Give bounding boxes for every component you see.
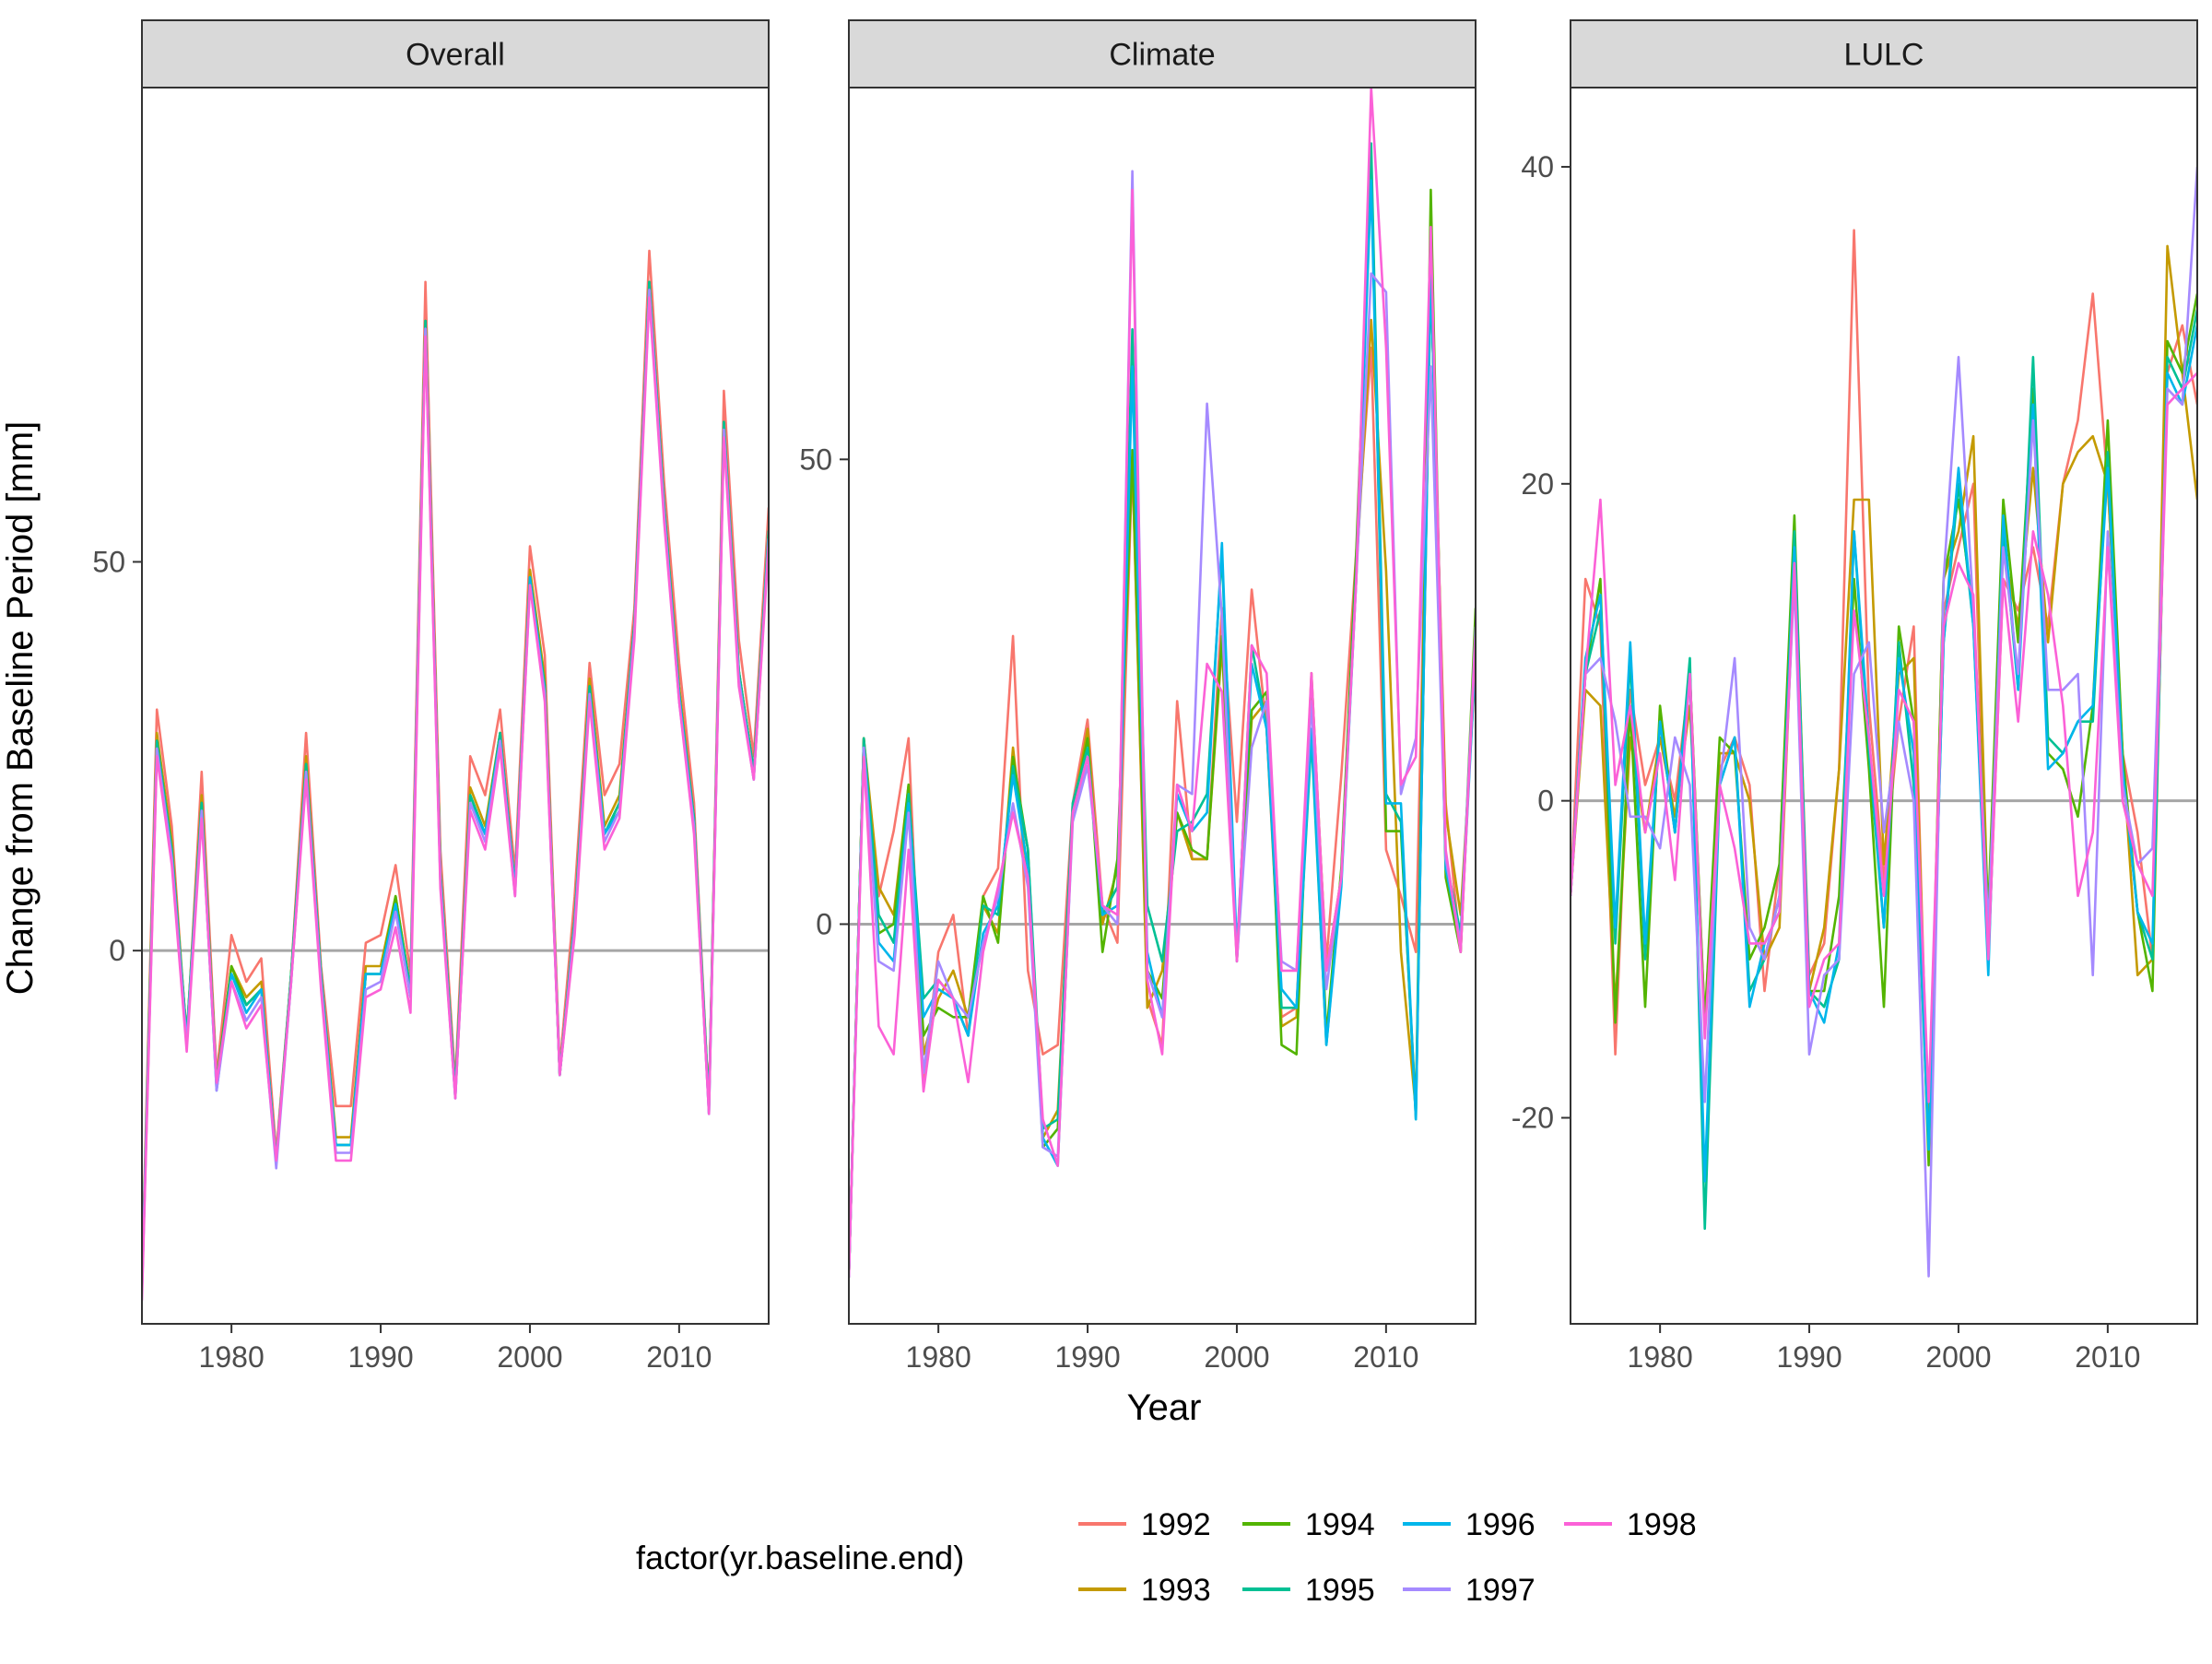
y-tick-label: -20 — [1512, 1102, 1554, 1135]
x-tick-label: 1990 — [1776, 1340, 1841, 1374]
x-tick-label: 1990 — [1054, 1340, 1120, 1374]
legend: factor(yr.baseline.end) 1992 1993 1994 1995… — [636, 1507, 1697, 1608]
legend-item-1993: 1993 — [1078, 1573, 1211, 1608]
series-line-1996 — [1571, 325, 2197, 1183]
x-tick-label: 1980 — [199, 1340, 265, 1374]
facet-panel-bg — [1571, 88, 2197, 1324]
x-tick-label: 1980 — [1628, 1340, 1693, 1374]
series-line-1997 — [1571, 166, 2197, 1278]
legend-label: 1993 — [1141, 1573, 1211, 1608]
y-tick-label: 50 — [92, 545, 125, 578]
facet-panel-border — [141, 87, 770, 1325]
y-axis-title: Change from Baseline Period [mm] — [0, 421, 41, 996]
facet-strip-label: Overall — [406, 38, 505, 73]
series-line-1993 — [1571, 244, 2197, 1151]
series-line-1993 — [849, 272, 1476, 1278]
facet-overall: Overall 1980 1990 2000 2010 0 50 — [92, 19, 770, 1374]
legend-label: 1996 — [1465, 1507, 1535, 1542]
x-axis-title: Year — [1127, 1387, 1202, 1428]
y-tick-label: 40 — [1521, 150, 1554, 183]
legend-item-1996: 1996 — [1403, 1507, 1535, 1542]
y-tick-label: 20 — [1521, 467, 1554, 501]
y-tick-label: 0 — [109, 934, 125, 967]
legend-item-1997: 1997 — [1403, 1573, 1535, 1608]
series-line-1998 — [1571, 372, 2197, 1103]
series-line-1998 — [142, 296, 769, 1301]
legend-item-1992: 1992 — [1078, 1507, 1211, 1542]
facet-strip — [141, 19, 770, 89]
x-tick-label: 2010 — [646, 1340, 712, 1374]
x-tick-label: 2000 — [497, 1340, 562, 1374]
legend-item-1994: 1994 — [1242, 1507, 1375, 1542]
legend-label: 1994 — [1305, 1507, 1375, 1542]
facet-series-lines — [142, 249, 769, 1301]
x-tick-label: 1990 — [347, 1340, 413, 1374]
legend-label: 1997 — [1465, 1573, 1535, 1608]
facet-strip — [848, 19, 1477, 89]
facet-panel-border — [848, 87, 1477, 1325]
facet-climate: Climate 1980 1990 2000 2010 0 50 — [799, 19, 1477, 1374]
facet-panel-bg — [142, 88, 769, 1324]
legend-title: factor(yr.baseline.end) — [636, 1539, 964, 1576]
legend-label: 1998 — [1627, 1507, 1697, 1542]
facet-series-lines — [1571, 166, 2197, 1278]
legend-label: 1995 — [1305, 1573, 1375, 1608]
facet-series-lines — [849, 88, 1476, 1278]
legend-item-1995: 1995 — [1242, 1573, 1375, 1608]
y-tick-label: 0 — [1537, 785, 1554, 818]
x-tick-label: 2010 — [2075, 1340, 2140, 1374]
facet-lulc: LULC 1980 1990 2000 2010 -20 0 20 40 — [1512, 19, 2198, 1374]
y-tick-label: 0 — [816, 907, 832, 940]
x-tick-label: 2000 — [1925, 1340, 1991, 1374]
y-tick-label: 50 — [799, 443, 832, 476]
series-line-1998 — [849, 88, 1476, 1278]
facet-panel-border — [1570, 87, 2198, 1325]
legend-label: 1992 — [1141, 1507, 1211, 1542]
x-tick-label: 1980 — [906, 1340, 971, 1374]
x-tick-label: 2010 — [1353, 1340, 1418, 1374]
legend-item-1998: 1998 — [1564, 1507, 1697, 1542]
x-tick-label: 2000 — [1204, 1340, 1269, 1374]
facet-strip-label: LULC — [1844, 38, 1924, 73]
legend-items: 1992 1993 1994 1995 1996 1997 1998 — [1078, 1507, 1697, 1608]
facet-strip-label: Climate — [1109, 38, 1215, 73]
facet-strip — [1570, 19, 2198, 89]
